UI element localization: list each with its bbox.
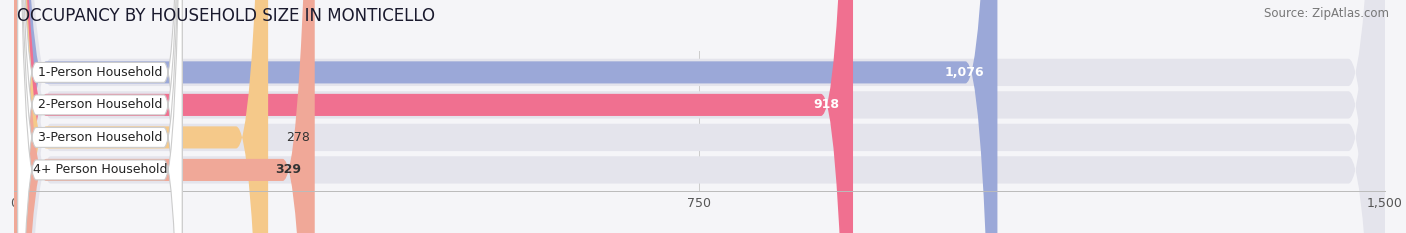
Text: 329: 329 xyxy=(276,163,301,176)
FancyBboxPatch shape xyxy=(14,0,315,233)
Text: OCCUPANCY BY HOUSEHOLD SIZE IN MONTICELLO: OCCUPANCY BY HOUSEHOLD SIZE IN MONTICELL… xyxy=(17,7,434,25)
FancyBboxPatch shape xyxy=(14,0,1385,233)
FancyBboxPatch shape xyxy=(18,0,183,233)
Text: 278: 278 xyxy=(287,131,311,144)
Text: Source: ZipAtlas.com: Source: ZipAtlas.com xyxy=(1264,7,1389,20)
Text: 3-Person Household: 3-Person Household xyxy=(38,131,162,144)
FancyBboxPatch shape xyxy=(14,0,1385,233)
FancyBboxPatch shape xyxy=(18,0,183,233)
Text: 2-Person Household: 2-Person Household xyxy=(38,98,162,111)
FancyBboxPatch shape xyxy=(14,0,1385,233)
FancyBboxPatch shape xyxy=(18,0,183,233)
Text: 1,076: 1,076 xyxy=(943,66,984,79)
Text: 918: 918 xyxy=(813,98,839,111)
FancyBboxPatch shape xyxy=(14,0,997,233)
FancyBboxPatch shape xyxy=(14,0,1385,233)
FancyBboxPatch shape xyxy=(14,0,269,233)
FancyBboxPatch shape xyxy=(18,0,183,233)
FancyBboxPatch shape xyxy=(14,0,853,233)
Text: 1-Person Household: 1-Person Household xyxy=(38,66,162,79)
Text: 4+ Person Household: 4+ Person Household xyxy=(32,163,167,176)
